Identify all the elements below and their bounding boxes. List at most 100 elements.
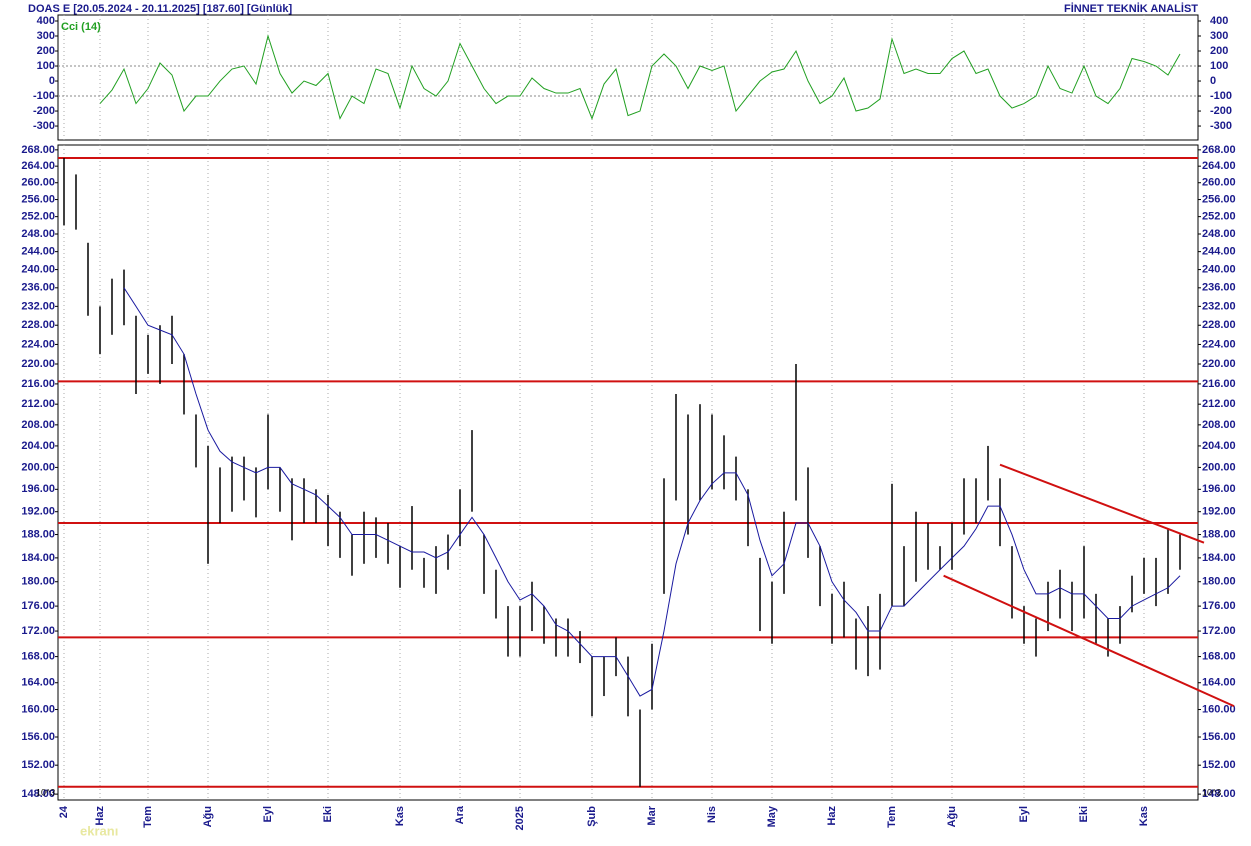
y-tick-label: -100 <box>1210 90 1232 102</box>
y-tick-label: 100 <box>37 60 55 72</box>
y-tick-label: 240.00 <box>1202 263 1236 275</box>
x-tick-label: Haz <box>94 806 106 826</box>
y-tick-label: 148.00 <box>1202 788 1236 800</box>
y-tick-label: 168.00 <box>1202 650 1236 662</box>
x-tick-label: Eki <box>1078 806 1090 823</box>
y-tick-label: 164.00 <box>1202 677 1236 689</box>
x-tick-label: 24 <box>58 805 70 818</box>
x-tick-label: Eki <box>322 806 334 823</box>
x-tick-label: Tem <box>142 806 154 828</box>
y-tick-label: 212.00 <box>21 398 55 410</box>
y-tick-label: 192.00 <box>1202 506 1236 518</box>
y-tick-label: 228.00 <box>21 319 55 331</box>
y-tick-label: 172.00 <box>21 625 55 637</box>
trend-line <box>999 463 1205 544</box>
y-tick-label: 204.00 <box>1202 440 1236 452</box>
cci-line <box>99 34 1181 120</box>
y-tick-label: 188.00 <box>1202 528 1236 540</box>
x-tick-label: 2025 <box>514 806 526 830</box>
y-tick-label: 300 <box>1210 30 1228 42</box>
x-tick-label: Tem <box>886 806 898 828</box>
y-tick-label: 220.00 <box>1202 358 1236 370</box>
y-tick-label: 252.00 <box>1202 211 1236 223</box>
y-tick-label: -300 <box>1210 120 1232 132</box>
y-tick-label: 200 <box>1210 45 1228 57</box>
y-tick-label: 0 <box>1210 75 1216 87</box>
y-tick-label: 200.00 <box>1202 461 1236 473</box>
y-tick-label: 196.00 <box>21 483 55 495</box>
y-tick-label: 232.00 <box>1202 300 1236 312</box>
y-tick-label: 176.00 <box>1202 600 1236 612</box>
y-tick-label: 260.00 <box>21 177 55 189</box>
y-tick-label: 196.00 <box>1202 483 1236 495</box>
y-tick-label: 152.00 <box>1202 759 1236 771</box>
y-tick-label: -300 <box>33 120 55 132</box>
y-tick-label: 264.00 <box>21 160 55 172</box>
x-tick-label: Ara <box>454 805 466 824</box>
y-tick-label: 400 <box>37 15 55 27</box>
y-tick-label: -200 <box>1210 105 1232 117</box>
scale-label: 10^3 <box>1202 787 1221 797</box>
y-tick-label: 208.00 <box>21 419 55 431</box>
y-tick-label: 100 <box>1210 60 1228 72</box>
x-tick-label: Eyl <box>1018 806 1030 823</box>
y-tick-label: 200 <box>37 45 55 57</box>
y-tick-label: 212.00 <box>1202 398 1236 410</box>
y-tick-label: 176.00 <box>21 600 55 612</box>
y-tick-label: 232.00 <box>21 300 55 312</box>
y-tick-label: 172.00 <box>1202 625 1236 637</box>
y-tick-label: 0 <box>49 75 55 87</box>
y-tick-label: 300 <box>37 30 55 42</box>
scale-label: 10^3 <box>36 787 55 797</box>
chart-title: DOAS E [20.05.2024 - 20.11.2025] [187.60… <box>28 3 292 15</box>
x-tick-label: Ağu <box>946 806 958 827</box>
x-tick-label: Mar <box>646 805 658 825</box>
y-tick-label: 236.00 <box>21 282 55 294</box>
y-tick-label: 156.00 <box>1202 731 1236 743</box>
y-tick-label: 244.00 <box>1202 246 1236 258</box>
y-tick-label: 256.00 <box>21 193 55 205</box>
y-tick-label: 160.00 <box>21 703 55 715</box>
y-tick-label: 220.00 <box>21 358 55 370</box>
x-tick-label: Eyl <box>262 806 274 823</box>
cci-frame <box>57 14 1199 141</box>
y-tick-label: 148.00 <box>21 788 55 800</box>
x-tick-label: Nis <box>706 806 718 823</box>
y-tick-label: 268.00 <box>21 144 55 156</box>
y-tick-label: 180.00 <box>21 576 55 588</box>
y-tick-label: 216.00 <box>1202 378 1236 390</box>
y-tick-label: 248.00 <box>21 228 55 240</box>
y-tick-label: 160.00 <box>1202 703 1236 715</box>
y-tick-label: 236.00 <box>1202 282 1236 294</box>
y-tick-label: 180.00 <box>1202 576 1236 588</box>
y-tick-label: 244.00 <box>21 246 55 258</box>
trend-line <box>943 574 1235 708</box>
watermark: ekranı <box>80 823 118 838</box>
x-tick-label: Ağu <box>202 806 214 827</box>
y-tick-label: 228.00 <box>1202 319 1236 331</box>
y-tick-label: 184.00 <box>21 552 55 564</box>
y-tick-label: 200.00 <box>21 461 55 473</box>
x-tick-label: Şub <box>586 806 598 827</box>
y-tick-label: 224.00 <box>21 338 55 350</box>
y-tick-label: 216.00 <box>21 378 55 390</box>
y-tick-label: 192.00 <box>21 506 55 518</box>
y-tick-label: 156.00 <box>21 731 55 743</box>
y-tick-label: 168.00 <box>21 650 55 662</box>
legend-entry: Cci (14) <box>61 21 101 33</box>
y-tick-label: 264.00 <box>1202 160 1236 172</box>
x-tick-label: Haz <box>826 806 838 826</box>
y-tick-label: -200 <box>33 105 55 117</box>
y-tick-label: 164.00 <box>21 677 55 689</box>
y-tick-label: 184.00 <box>1202 552 1236 564</box>
y-tick-label: 240.00 <box>21 263 55 275</box>
y-tick-label: 208.00 <box>1202 419 1236 431</box>
y-tick-label: 248.00 <box>1202 228 1236 240</box>
moving-average <box>123 287 1181 697</box>
x-tick-label: Kas <box>394 806 406 826</box>
y-tick-label: 400 <box>1210 15 1228 27</box>
y-tick-label: -100 <box>33 90 55 102</box>
brand: FİNNET TEKNİK ANALİST <box>1064 2 1198 15</box>
